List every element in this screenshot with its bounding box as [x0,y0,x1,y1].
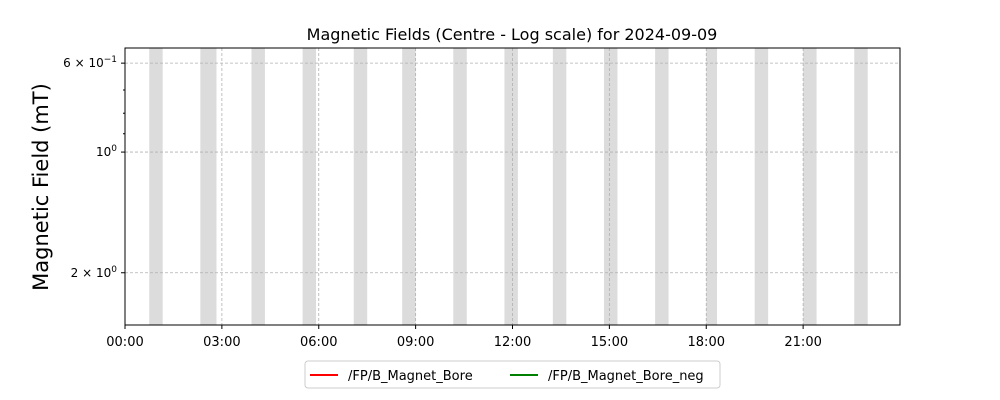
shaded-interval [504,48,518,325]
grid-lines [125,48,900,325]
shaded-interval [655,48,669,325]
shaded-interval [402,48,416,325]
x-tick-label: 18:00 [688,335,725,350]
shaded-interval [453,48,467,325]
x-axis-ticks: 00:00 03:00 06:00 09:00 12:00 15:00 18:00 21:00 [106,325,822,350]
shaded-interval [251,48,265,325]
x-tick-label: 09:00 [397,335,434,350]
chart-title: Magnetic Fields (Centre - Log scale) for… [307,25,718,44]
shaded-interval [552,48,567,325]
y-axis-ticks: 6 × 10−1 100 2 × 100 [63,55,125,280]
shaded-interval [353,48,368,325]
x-tick-label: 06:00 [300,335,337,350]
legend-label: /FP/B_Magnet_Bore [348,369,473,384]
legend: /FP/B_Magnet_Bore/FP/B_Magnet_Bore_neg [304,360,721,389]
shaded-intervals [149,48,868,325]
shaded-interval [706,48,718,325]
y-tick-label: 100 [96,144,117,159]
y-axis-label: Magnetic Field (mT) [29,83,53,291]
shaded-interval [149,48,163,325]
legend-label: /FP/B_Magnet_Bore_neg [548,369,704,384]
x-tick-label: 03:00 [203,335,240,350]
shaded-interval [854,48,868,325]
x-tick-label: 15:00 [591,335,628,350]
x-tick-label: 12:00 [494,335,531,350]
shaded-interval [803,48,817,325]
x-tick-label: 00:00 [106,335,143,350]
shaded-interval [603,48,618,325]
shaded-interval [754,48,769,325]
shaded-interval [302,48,317,325]
y-tick-label: 2 × 100 [71,265,118,280]
shaded-interval [200,48,217,325]
y-tick-label: 6 × 10−1 [63,55,117,70]
x-tick-label: 21:00 [784,335,821,350]
